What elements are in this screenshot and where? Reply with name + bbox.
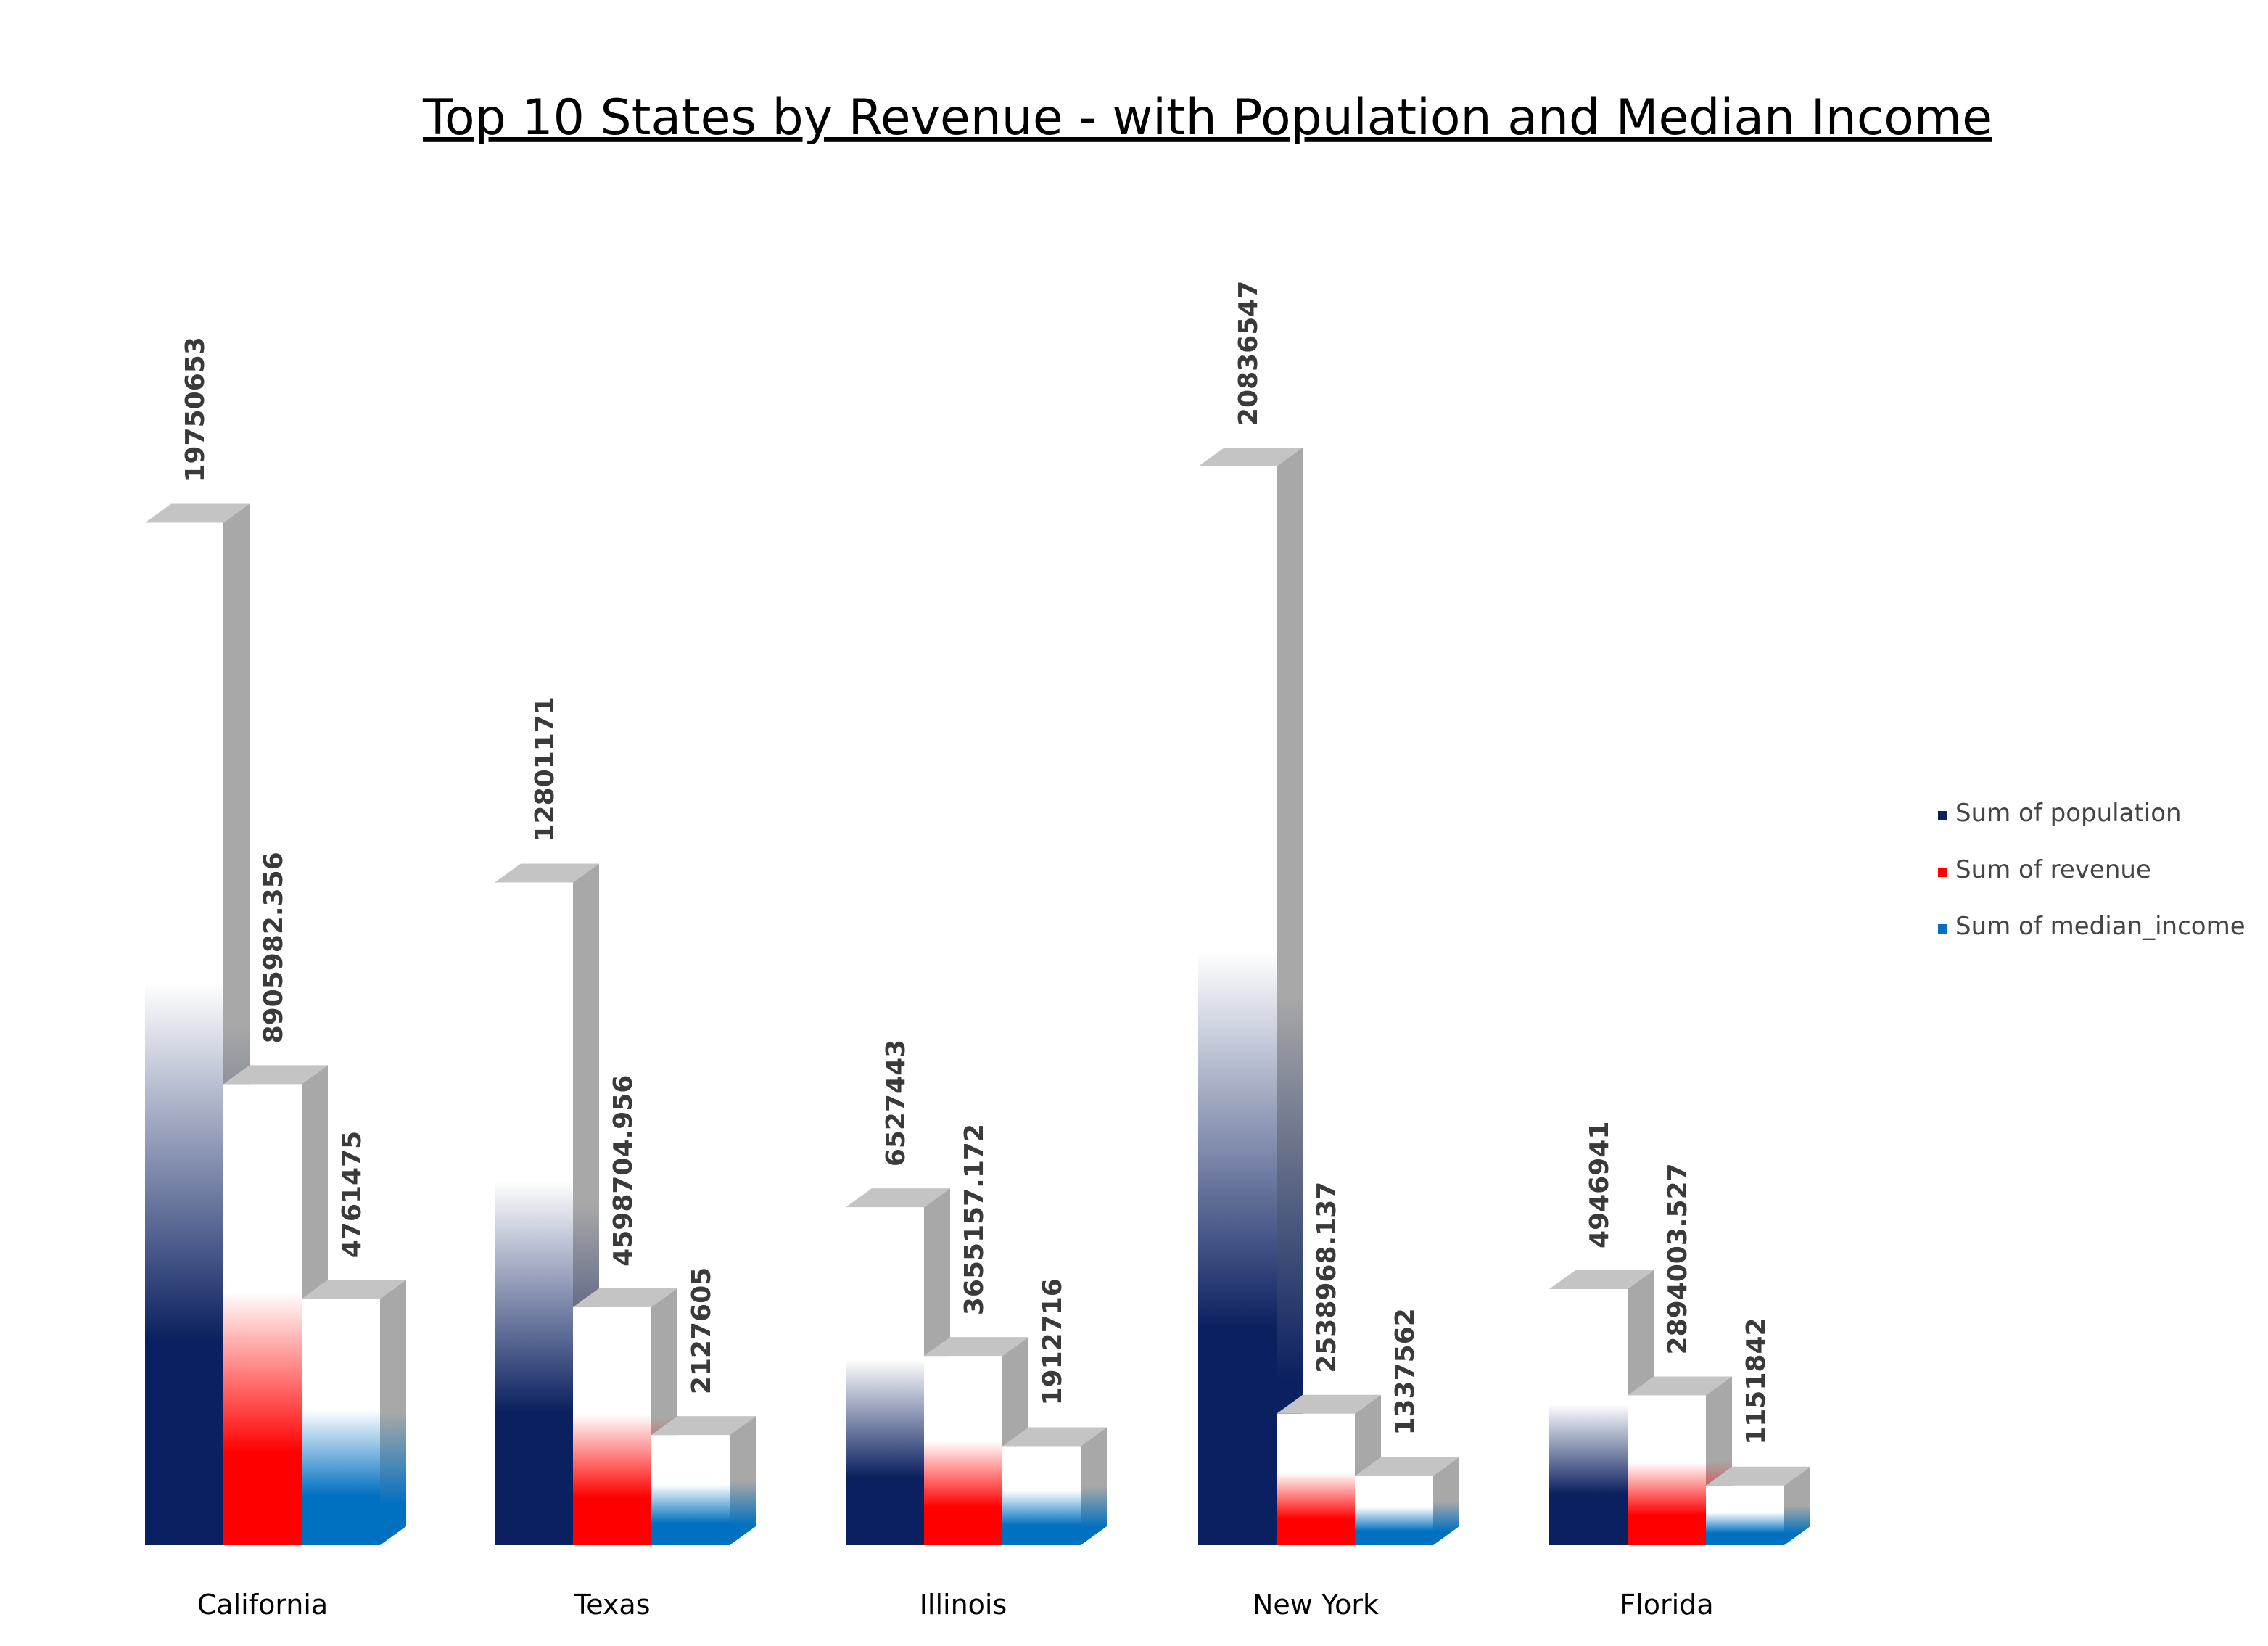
category-group-0 (145, 503, 406, 1545)
data-label-median_income-4: 1151842 (1741, 1317, 1771, 1444)
bar-revenue-2 (924, 1356, 1002, 1545)
category-group-4 (1549, 1270, 1810, 1545)
bar-population-1 (495, 882, 573, 1545)
bar-side-population-3 (1277, 448, 1303, 1545)
legend-swatch-median_income (1938, 924, 1947, 934)
data-label-median_income-1: 2127605 (687, 1267, 717, 1394)
bar-top-population-2 (846, 1188, 950, 1208)
bar-side-median_income-3 (1433, 1457, 1459, 1545)
bars-layer (145, 448, 1810, 1545)
bar-median_income-4 (1706, 1485, 1784, 1545)
bar-top-population-1 (495, 863, 599, 883)
data-label-population-2: 6527443 (881, 1040, 911, 1166)
data-label-revenue-1: 4598704.956 (609, 1075, 638, 1267)
bar-side-median_income-2 (1081, 1427, 1107, 1545)
bar-revenue-0 (223, 1084, 302, 1545)
bar-top-population-0 (145, 503, 250, 523)
category-label-1: Texas (573, 1589, 650, 1621)
data-label-median_income-0: 4761475 (337, 1131, 367, 1258)
bar-top-population-3 (1198, 448, 1303, 467)
legend: Sum of population Sum of revenue Sum of me… (1938, 799, 2246, 941)
bar-population-3 (1198, 466, 1277, 1545)
legend-label-population: Sum of population (1955, 799, 2182, 828)
bar-median_income-1 (651, 1435, 730, 1545)
bar-side-median_income-4 (1784, 1466, 1810, 1545)
bar-top-revenue-4 (1628, 1376, 1732, 1396)
category-group-2 (846, 1188, 1107, 1545)
bar-revenue-1 (573, 1306, 651, 1545)
category-group-1 (495, 863, 756, 1545)
bar-median_income-3 (1355, 1476, 1433, 1545)
bar-top-median_income-3 (1355, 1457, 1459, 1476)
bar-top-median_income-4 (1706, 1466, 1810, 1486)
legend-label-median_income: Sum of median_income (1955, 912, 2246, 941)
data-label-population-0: 19750653 (181, 337, 210, 482)
data-label-revenue-3: 2538968.137 (1312, 1182, 1342, 1373)
bar-median_income-0 (302, 1299, 380, 1545)
bar-top-median_income-2 (1002, 1427, 1107, 1447)
category-group-3 (1198, 448, 1459, 1545)
chart-title: Top 10 States by Revenue - with Populati… (422, 89, 1992, 147)
category-axis: California Texas Illinois New York Florida (197, 1589, 1714, 1621)
bar-median_income-2 (1002, 1446, 1081, 1545)
data-label-revenue-2: 3655157.172 (960, 1124, 989, 1315)
bar-population-4 (1549, 1288, 1628, 1545)
bar-top-revenue-0 (223, 1065, 328, 1085)
data-label-median_income-3: 1337562 (1390, 1308, 1420, 1435)
data-label-population-3: 20836547 (1234, 281, 1263, 426)
bar-top-median_income-0 (302, 1280, 406, 1299)
bar-top-population-4 (1549, 1270, 1654, 1289)
data-labels-layer: 19750653 8905982.356 4761475 12801171 459870… (181, 281, 1771, 1445)
bar-revenue-3 (1277, 1413, 1355, 1545)
data-label-revenue-4: 2894003.527 (1663, 1163, 1693, 1354)
bar-top-revenue-2 (924, 1337, 1028, 1357)
legend-swatch-revenue (1938, 868, 1947, 877)
data-label-revenue-0: 8905982.356 (259, 852, 289, 1043)
bar-side-median_income-0 (380, 1280, 406, 1545)
bar-top-revenue-1 (573, 1288, 677, 1307)
bar-top-revenue-3 (1277, 1394, 1381, 1414)
data-label-population-1: 12801171 (530, 696, 560, 841)
legend-label-revenue: Sum of revenue (1955, 855, 2151, 884)
category-label-4: Florida (1620, 1589, 1713, 1621)
bar-population-0 (145, 522, 223, 1545)
bar-top-median_income-1 (651, 1416, 756, 1436)
legend-swatch-population (1938, 811, 1947, 820)
category-label-0: California (197, 1589, 328, 1621)
category-label-2: Illinois (920, 1589, 1007, 1621)
bar-population-2 (846, 1207, 924, 1545)
data-label-population-4: 4946941 (1585, 1122, 1615, 1248)
bar-side-median_income-1 (730, 1416, 756, 1545)
bar-revenue-4 (1628, 1395, 1706, 1545)
category-label-3: New York (1253, 1589, 1379, 1621)
data-label-median_income-2: 1912716 (1038, 1278, 1068, 1405)
